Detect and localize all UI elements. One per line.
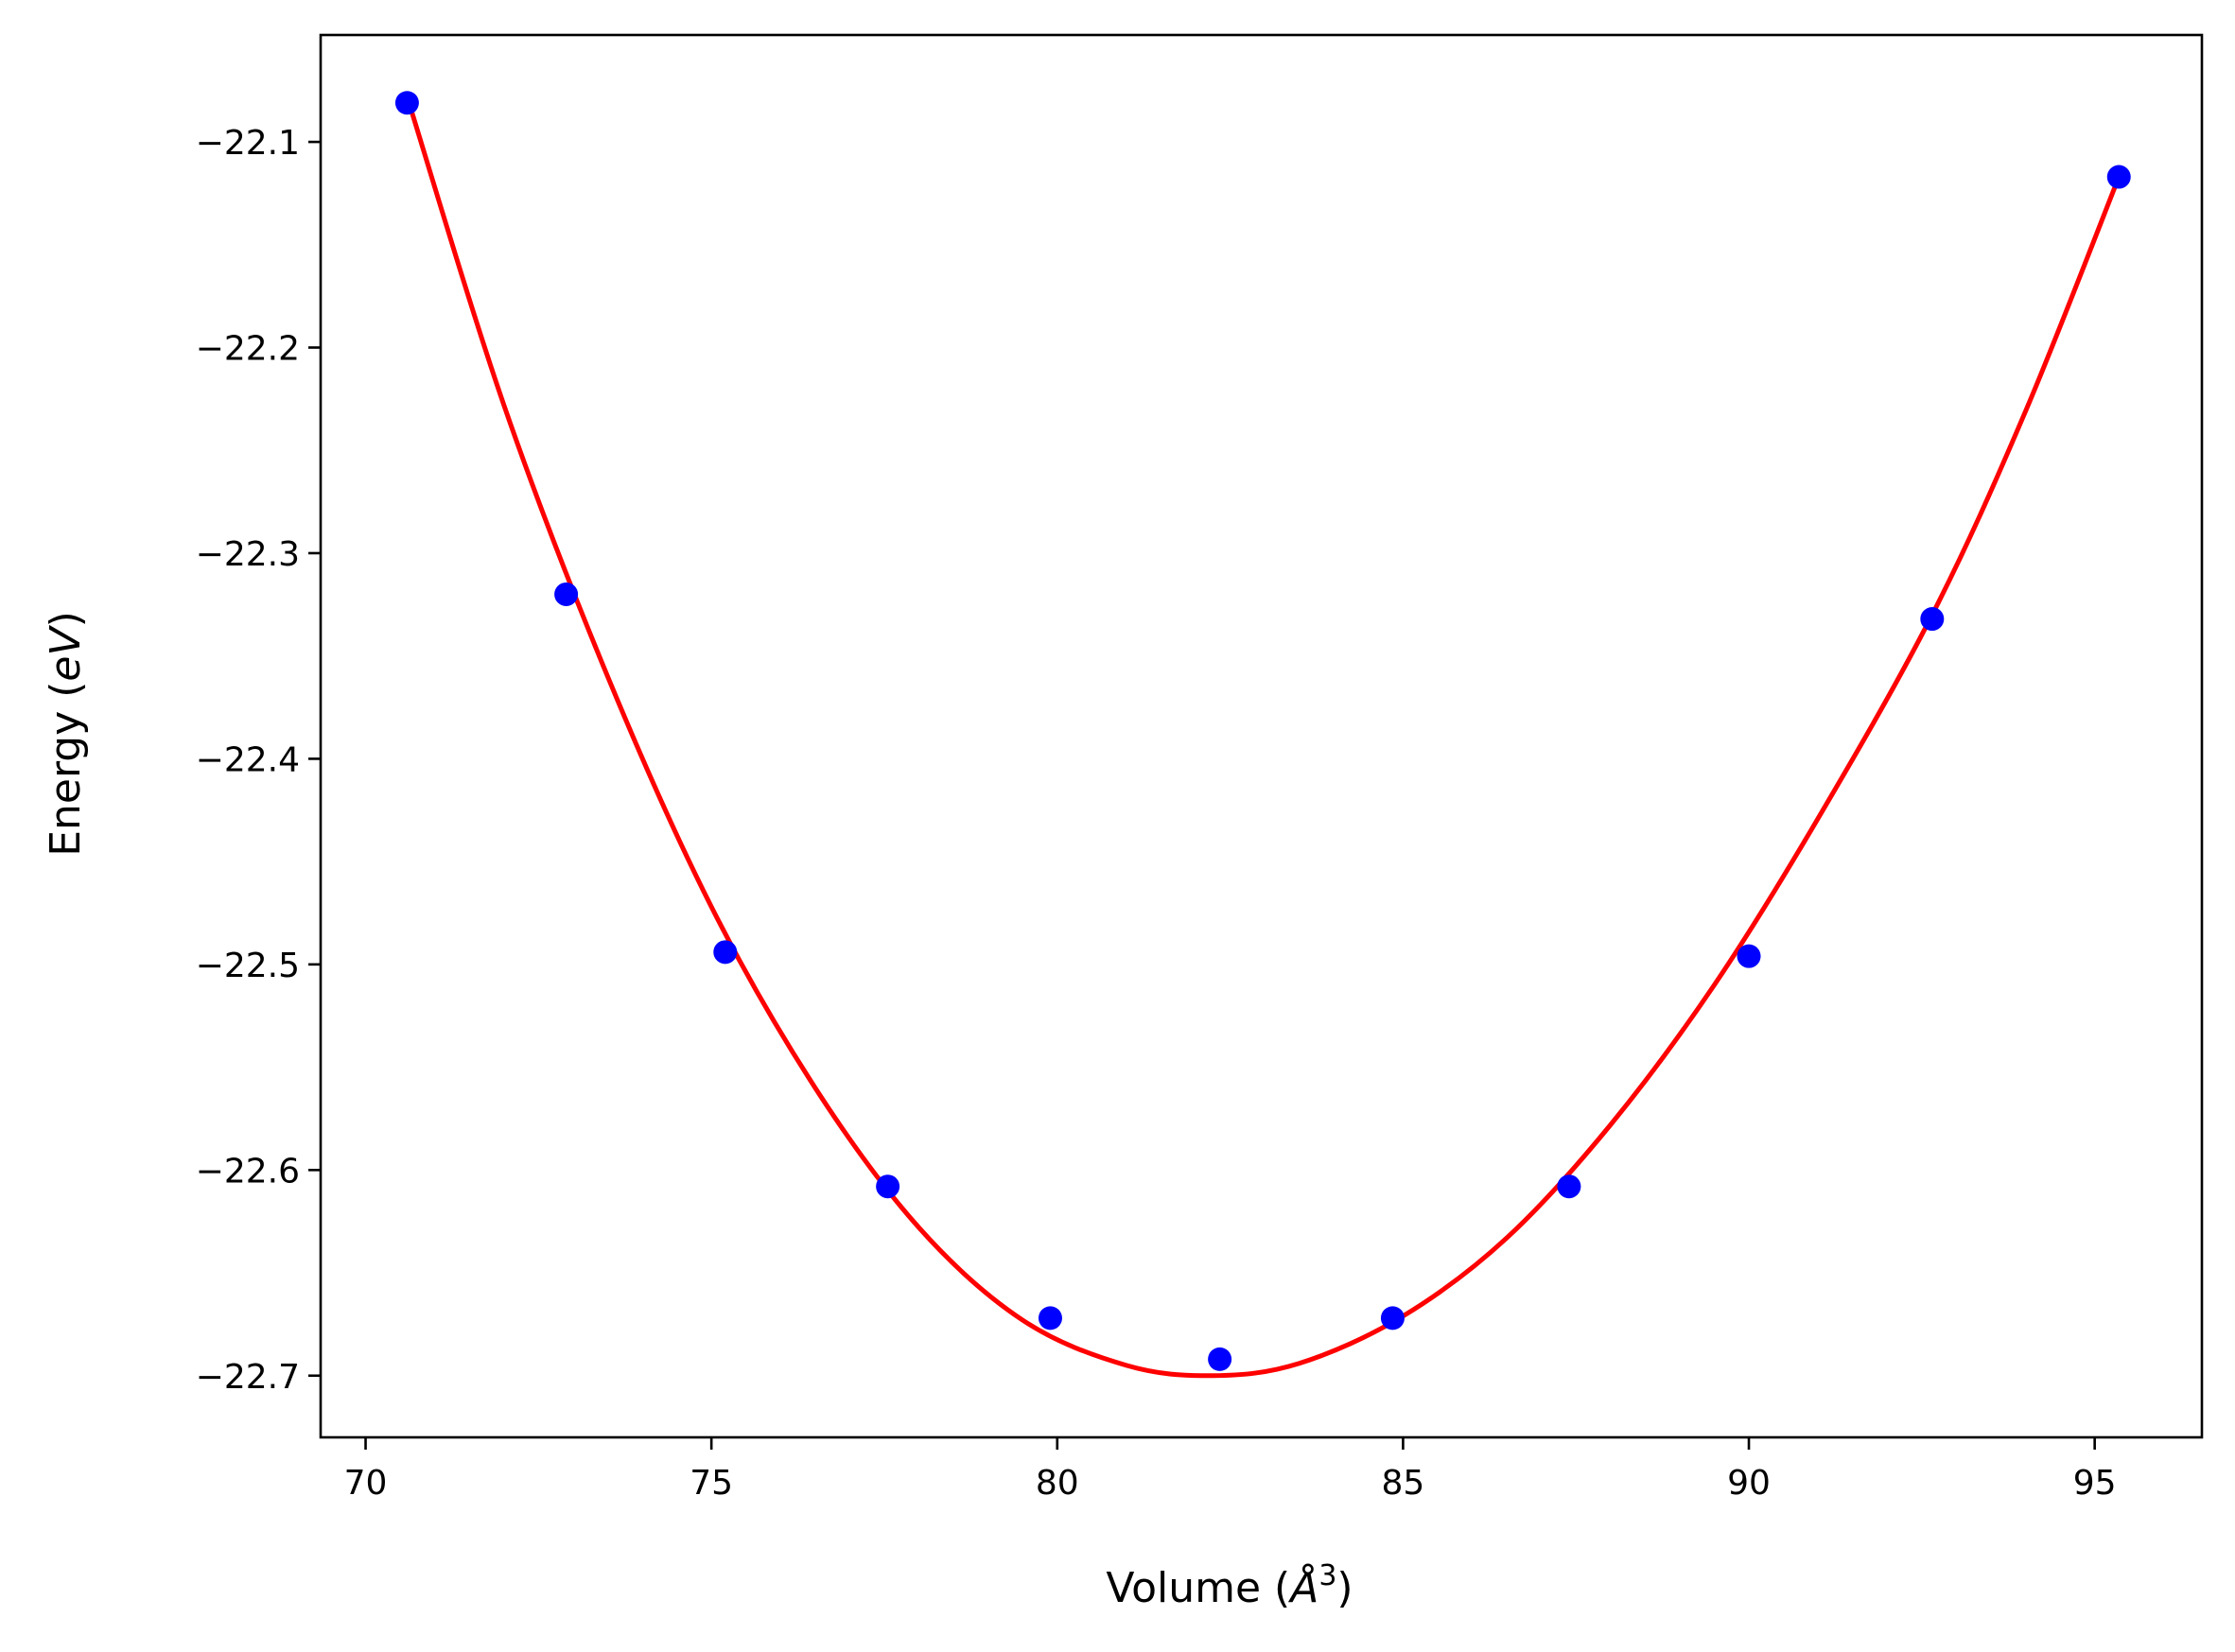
- data-point: [2106, 165, 2131, 189]
- data-point: [1920, 607, 1945, 632]
- x-tick-label: 70: [344, 1464, 388, 1503]
- x-tick-label: 95: [2073, 1464, 2117, 1503]
- data-point: [1208, 1347, 1232, 1371]
- data-point: [1380, 1306, 1405, 1330]
- y-tick-label: −22.1: [196, 124, 300, 163]
- data-point: [554, 582, 579, 606]
- plot-frame: [319, 33, 2204, 1439]
- x-axis-label: Volume (Å3): [1106, 1559, 1353, 1612]
- x-tick-label: 85: [1382, 1464, 1425, 1503]
- data-point: [394, 91, 419, 115]
- y-axis: −22.1 −22.2 −22.3 −22.4 −22.5 −22.6 −22.7: [196, 124, 321, 1397]
- data-point: [1038, 1306, 1062, 1330]
- y-tick-label: −22.7: [196, 1358, 300, 1397]
- y-axis-label-suffix: ): [42, 611, 90, 627]
- data-points: [394, 91, 2131, 1371]
- y-tick-label: −22.2: [196, 330, 300, 369]
- data-point: [713, 940, 738, 965]
- y-tick-label: −22.5: [196, 947, 300, 985]
- fit-curve: [404, 94, 2122, 1379]
- y-axis-label: Energy (eV): [42, 611, 90, 857]
- x-axis-label-prefix: Volume (: [1106, 1564, 1290, 1612]
- x-tick-label: 80: [1036, 1464, 1079, 1503]
- y-axis-label-symbol: eV: [42, 625, 90, 682]
- plot-area: [394, 91, 2131, 1379]
- x-tick-label: 90: [1727, 1464, 1771, 1503]
- y-tick-label: −22.3: [196, 535, 300, 574]
- x-axis-label-suffix: ): [1336, 1564, 1353, 1612]
- data-point: [1557, 1174, 1581, 1199]
- x-tick-label: 75: [690, 1464, 733, 1503]
- data-point: [876, 1174, 900, 1199]
- x-axis-label-symbol: Å: [1287, 1562, 1318, 1612]
- y-tick-label: −22.4: [196, 740, 300, 779]
- x-axis-label-superscript: 3: [1318, 1559, 1336, 1592]
- x-axis: 70 75 80 85 90 95: [344, 1437, 2117, 1503]
- data-point: [1737, 944, 1761, 968]
- y-axis-label-prefix: Energy (: [42, 682, 90, 857]
- y-tick-label: −22.6: [196, 1152, 300, 1191]
